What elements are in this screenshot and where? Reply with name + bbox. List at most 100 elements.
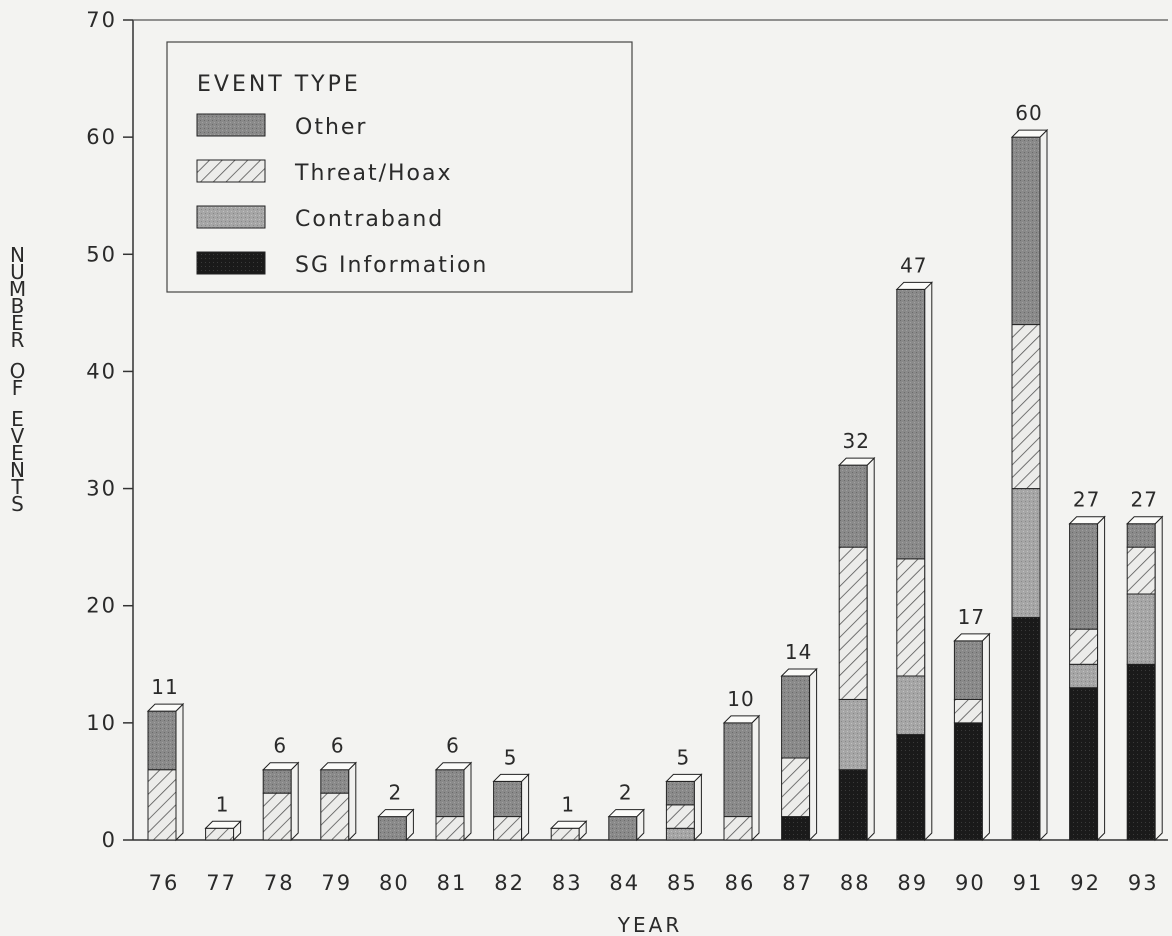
bar-segment-other-82 [493, 780, 523, 818]
bar-side-face-93 [1154, 515, 1163, 842]
bar-top-face-83 [549, 820, 588, 829]
x-tick-label: 79 [321, 871, 352, 895]
bar-segment-sg-information-89 [896, 734, 926, 841]
y-tick-label: 20 [86, 594, 117, 618]
legend-swatch-other [196, 113, 266, 137]
bar-side-face-88 [866, 456, 875, 842]
bar-segment-other-93 [1126, 523, 1156, 548]
bar-total-label-81: 6 [446, 734, 460, 758]
bar-segment-threat-hoax-89 [896, 558, 926, 677]
bar-segment-threat-hoax-82 [493, 816, 523, 841]
x-tick-label: 76 [149, 871, 180, 895]
legend-label-contraband: Contraband [295, 207, 444, 232]
bar-total-label-91: 60 [1015, 101, 1042, 125]
bar-segment-other-89 [896, 288, 926, 560]
bar-segment-other-85 [665, 780, 695, 806]
x-tick-label: 78 [264, 871, 295, 895]
bar-segment-threat-hoax-87 [781, 757, 811, 818]
bars-layer [146, 128, 1164, 842]
bar-total-label-90: 17 [958, 605, 985, 629]
bar-segment-other-87 [781, 675, 811, 759]
bar-segment-other-90 [953, 640, 983, 700]
bar-total-label-78: 6 [273, 734, 287, 758]
bar-segment-contraband-91 [1011, 488, 1041, 618]
bar-total-label-87: 14 [785, 640, 812, 664]
bar-segment-sg-information-87 [781, 816, 811, 841]
bar-segment-threat-hoax-91 [1011, 324, 1041, 490]
bar-side-face-79 [348, 761, 357, 842]
legend-label-other: Other [295, 115, 367, 140]
x-tick-label: 91 [1013, 871, 1044, 895]
x-tick-label: 89 [897, 871, 928, 895]
bar-top-face-90 [953, 633, 991, 642]
bar-top-face-76 [146, 703, 185, 712]
bar-segment-threat-hoax-77 [205, 827, 235, 841]
bar-side-face-92 [1097, 515, 1106, 842]
bar-segment-threat-hoax-86 [723, 816, 753, 841]
bar-segment-contraband-93 [1126, 593, 1156, 665]
bar-top-face-78 [261, 762, 300, 771]
bar-segment-threat-hoax-93 [1126, 546, 1156, 595]
bar-top-face-84 [607, 809, 646, 818]
legend-title: EVENT TYPE [197, 72, 361, 97]
bar-top-face-89 [895, 281, 934, 290]
bar-segment-sg-information-90 [953, 722, 983, 841]
bar-segment-threat-hoax-92 [1069, 628, 1099, 665]
bar-total-label-93: 27 [1130, 488, 1157, 512]
y-tick-label: 10 [86, 711, 117, 735]
bar-top-face-93 [1125, 516, 1164, 525]
bar-segment-sg-information-88 [838, 769, 868, 841]
bar-segment-contraband-85 [665, 827, 695, 841]
legend-swatch-sg-information [196, 251, 266, 275]
bar-side-face-86 [751, 714, 760, 842]
x-tick-label: 88 [840, 871, 871, 895]
y-tick-label: 50 [86, 242, 117, 266]
bar-side-face-78 [290, 761, 299, 842]
bar-side-face-82 [521, 773, 530, 842]
bar-total-label-92: 27 [1073, 488, 1100, 512]
bar-segment-other-78 [262, 769, 292, 794]
bar-top-face-88 [837, 457, 876, 466]
bar-segment-threat-hoax-81 [435, 816, 465, 841]
bar-top-face-81 [434, 762, 473, 771]
bar-segment-threat-hoax-83 [550, 827, 580, 841]
x-tick-label: 81 [437, 871, 468, 895]
legend-label-threat-hoax: Threat/Hoax [294, 161, 453, 186]
bar-segment-other-91 [1011, 136, 1041, 326]
bar-segment-threat-hoax-90 [953, 698, 983, 724]
bar-segment-other-88 [838, 464, 868, 548]
bar-top-face-85 [665, 773, 703, 782]
bar-side-face-85 [693, 773, 702, 842]
bar-segment-contraband-88 [838, 698, 868, 771]
bar-segment-threat-hoax-78 [262, 792, 292, 841]
y-tick-label: 70 [86, 8, 117, 32]
bar-segment-other-84 [608, 816, 638, 841]
bar-segment-sg-information-93 [1126, 663, 1156, 841]
legend-swatch-contraband [196, 205, 266, 229]
bar-segment-other-86 [723, 722, 753, 818]
x-tick-label: 80 [379, 871, 410, 895]
labels-layer: 11 76 1 77 6 78 6 79 2 80 6 81 5 82 1 83 2 84 5 85 10 86 14 87 3… [149, 101, 1157, 895]
x-tick-label: 86 [725, 871, 756, 895]
bar-top-face-92 [1068, 516, 1106, 525]
bar-top-face-87 [780, 668, 818, 677]
bar-total-label-82: 5 [504, 745, 518, 769]
bar-segment-other-79 [320, 769, 350, 794]
bar-segment-contraband-92 [1069, 663, 1099, 689]
bar-top-face-77 [204, 820, 242, 829]
bar-total-label-89: 47 [900, 253, 927, 277]
bar-total-label-76: 11 [151, 675, 178, 699]
bar-side-face-81 [463, 761, 472, 842]
legend-swatch-threat-hoax [196, 159, 266, 183]
x-tick-label: 77 [206, 871, 237, 895]
bar-segment-other-76 [147, 710, 177, 771]
y-tick-label: 0 [102, 828, 117, 852]
bar-side-face-76 [175, 702, 184, 842]
bar-side-face-91 [1039, 128, 1048, 842]
x-tick-label: 85 [667, 871, 698, 895]
x-tick-label: 84 [609, 871, 640, 895]
